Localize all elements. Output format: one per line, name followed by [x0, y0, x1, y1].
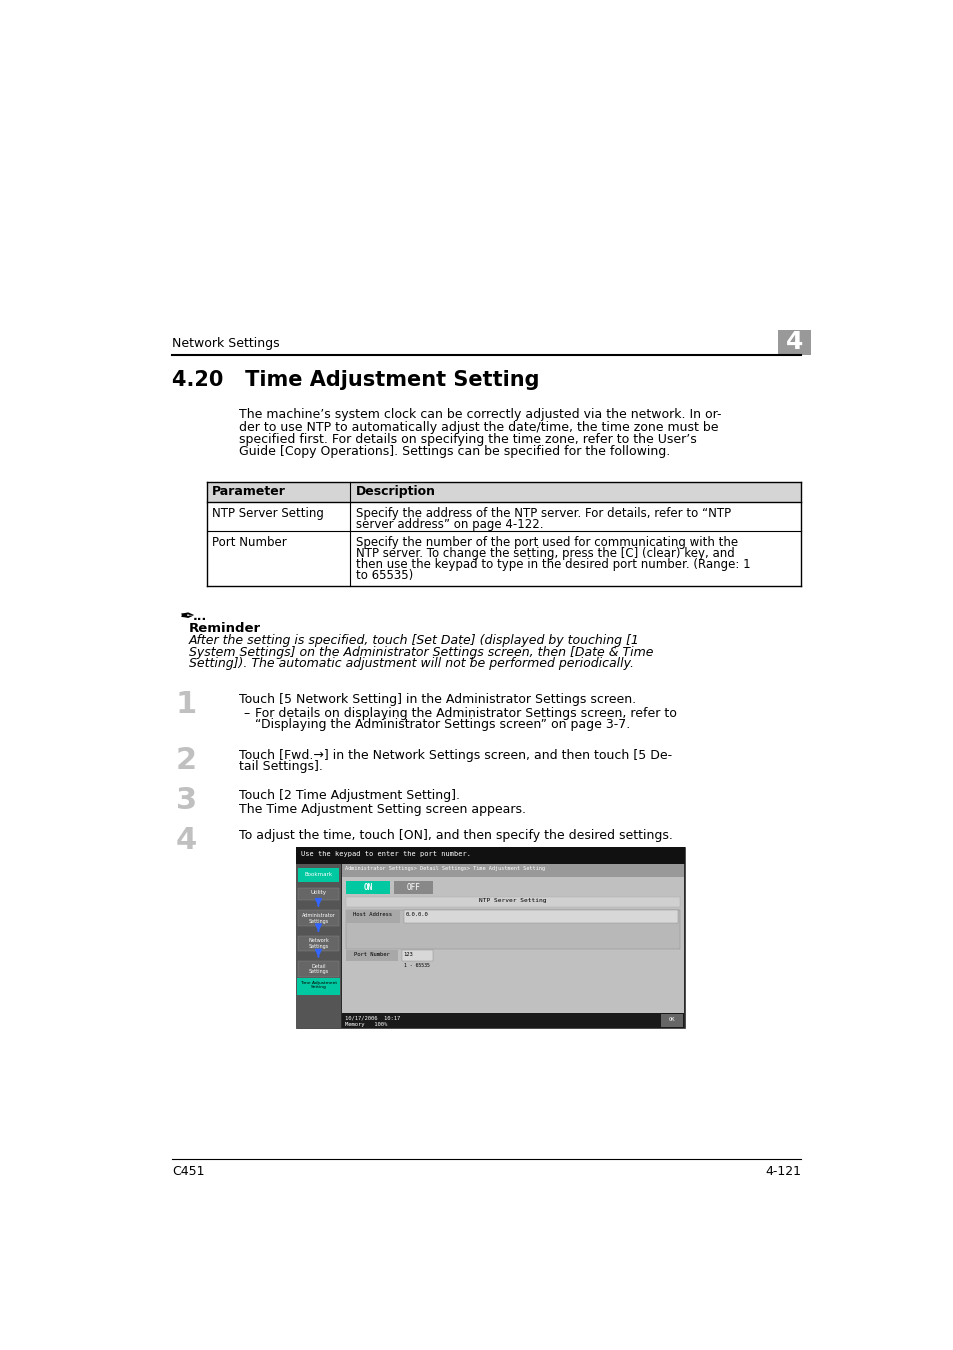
Text: 3: 3 [175, 786, 196, 814]
Bar [207, 482, 801, 502]
Text: Bookmark: Bookmark [304, 872, 333, 878]
Bar [298, 910, 338, 926]
Text: ✒: ✒ [179, 608, 194, 626]
Bar [403, 910, 678, 923]
Text: NTP Server Setting: NTP Server Setting [212, 508, 324, 520]
Bar [341, 864, 683, 876]
Bar [660, 1014, 682, 1027]
Text: specified first. For details on specifying the time zone, refer to the User’s: specified first. For details on specifyi… [239, 433, 697, 446]
Text: After the setting is specified, touch [Set Date] (displayed by touching [1: After the setting is specified, touch [S… [189, 634, 639, 647]
Text: 1: 1 [175, 690, 197, 720]
Bar [341, 1012, 683, 1029]
Text: OK: OK [668, 1018, 675, 1022]
Text: Port Number: Port Number [354, 952, 390, 957]
Text: Guide [Copy Operations]. Settings can be specified for the following.: Guide [Copy Operations]. Settings can be… [239, 446, 670, 459]
Text: 10/17/2006  10:17: 10/17/2006 10:17 [344, 1015, 399, 1021]
Text: Specify the number of the port used for communicating with the: Specify the number of the port used for … [355, 536, 737, 549]
Text: Network Settings: Network Settings [172, 338, 279, 350]
Text: server address” on page 4-122.: server address” on page 4-122. [355, 518, 542, 531]
Bar [345, 910, 399, 923]
Text: Setting]). The automatic adjustment will not be performed periodically.: Setting]). The automatic adjustment will… [189, 657, 634, 670]
Text: Utility: Utility [310, 891, 326, 895]
Text: Description: Description [355, 486, 436, 498]
Bar [345, 910, 679, 949]
Text: –: – [243, 707, 250, 720]
Bar [345, 896, 679, 907]
Text: 123: 123 [403, 952, 413, 957]
Bar [298, 888, 338, 900]
Bar [295, 848, 684, 1029]
Text: Touch [5 Network Setting] in the Administrator Settings screen.: Touch [5 Network Setting] in the Adminis… [239, 694, 636, 706]
Text: Host Address: Host Address [353, 913, 392, 917]
Text: OFF: OFF [406, 883, 420, 892]
Text: to 65535): to 65535) [355, 568, 413, 582]
Text: The Time Adjustment Setting screen appears.: The Time Adjustment Setting screen appea… [239, 803, 526, 815]
Text: Use the keypad to enter the port number.: Use the keypad to enter the port number. [300, 850, 470, 857]
Text: ON: ON [363, 883, 373, 892]
Text: 4.20   Time Adjustment Setting: 4.20 Time Adjustment Setting [172, 370, 538, 390]
Text: Specify the address of the NTP server. For details, refer to “NTP: Specify the address of the NTP server. F… [355, 508, 730, 520]
Text: 4-121: 4-121 [764, 1165, 801, 1179]
Bar [295, 848, 684, 864]
Bar [298, 961, 338, 976]
Text: Reminder: Reminder [189, 622, 261, 634]
Text: Parameter: Parameter [212, 486, 286, 498]
Text: Time Adjustment
Setting: Time Adjustment Setting [299, 980, 336, 990]
Text: 0.0.0.0: 0.0.0.0 [405, 913, 428, 917]
Bar [778, 329, 810, 355]
Text: 2: 2 [175, 745, 196, 775]
Text: Administrator
Settings: Administrator Settings [301, 913, 335, 923]
Text: 1 - 65535: 1 - 65535 [403, 963, 429, 968]
Text: For details on displaying the Administrator Settings screen, refer to: For details on displaying the Administra… [254, 707, 676, 720]
Text: der to use NTP to automatically adjust the date/time, the time zone must be: der to use NTP to automatically adjust t… [239, 421, 719, 433]
Bar [402, 950, 433, 961]
Text: 4: 4 [784, 331, 802, 354]
Bar [345, 882, 390, 894]
Text: then use the keypad to type in the desired port number. (Range: 1: then use the keypad to type in the desir… [355, 558, 749, 571]
Text: 4: 4 [175, 826, 197, 855]
Text: The machine’s system clock can be correctly adjusted via the network. In or-: The machine’s system clock can be correc… [239, 409, 721, 421]
Text: Network
Settings: Network Settings [308, 938, 329, 949]
Text: C451: C451 [172, 1165, 204, 1179]
Text: “Displaying the Administrator Settings screen” on page 3-7.: “Displaying the Administrator Settings s… [254, 718, 630, 730]
Text: NTP Server Setting: NTP Server Setting [478, 898, 546, 903]
Text: tail Settings].: tail Settings]. [239, 760, 323, 774]
Text: ...: ... [193, 610, 207, 624]
Text: To adjust the time, touch [ON], and then specify the desired settings.: To adjust the time, touch [ON], and then… [239, 829, 673, 842]
Bar [345, 950, 397, 961]
Text: System Settings] on the Administrator Settings screen, then [Date & Time: System Settings] on the Administrator Se… [189, 645, 653, 659]
Bar [295, 864, 340, 1029]
Text: Touch [2 Time Adjustment Setting].: Touch [2 Time Adjustment Setting]. [239, 788, 460, 802]
Bar [341, 864, 683, 1027]
Bar [394, 882, 433, 894]
Text: Administrator Settings> Detail Settings> Time Adjustment Setting: Administrator Settings> Detail Settings>… [344, 865, 544, 871]
Text: Port Number: Port Number [212, 536, 287, 549]
Text: NTP server. To change the setting, press the [C] (clear) key, and: NTP server. To change the setting, press… [355, 547, 734, 560]
Bar [298, 936, 338, 952]
Text: Detail
Settings: Detail Settings [308, 964, 328, 975]
Bar [296, 979, 340, 995]
Bar [298, 868, 338, 882]
Text: Touch [Fwd.→] in the Network Settings screen, and then touch [5 De-: Touch [Fwd.→] in the Network Settings sc… [239, 749, 672, 761]
Text: Memory   100%: Memory 100% [344, 1022, 387, 1027]
